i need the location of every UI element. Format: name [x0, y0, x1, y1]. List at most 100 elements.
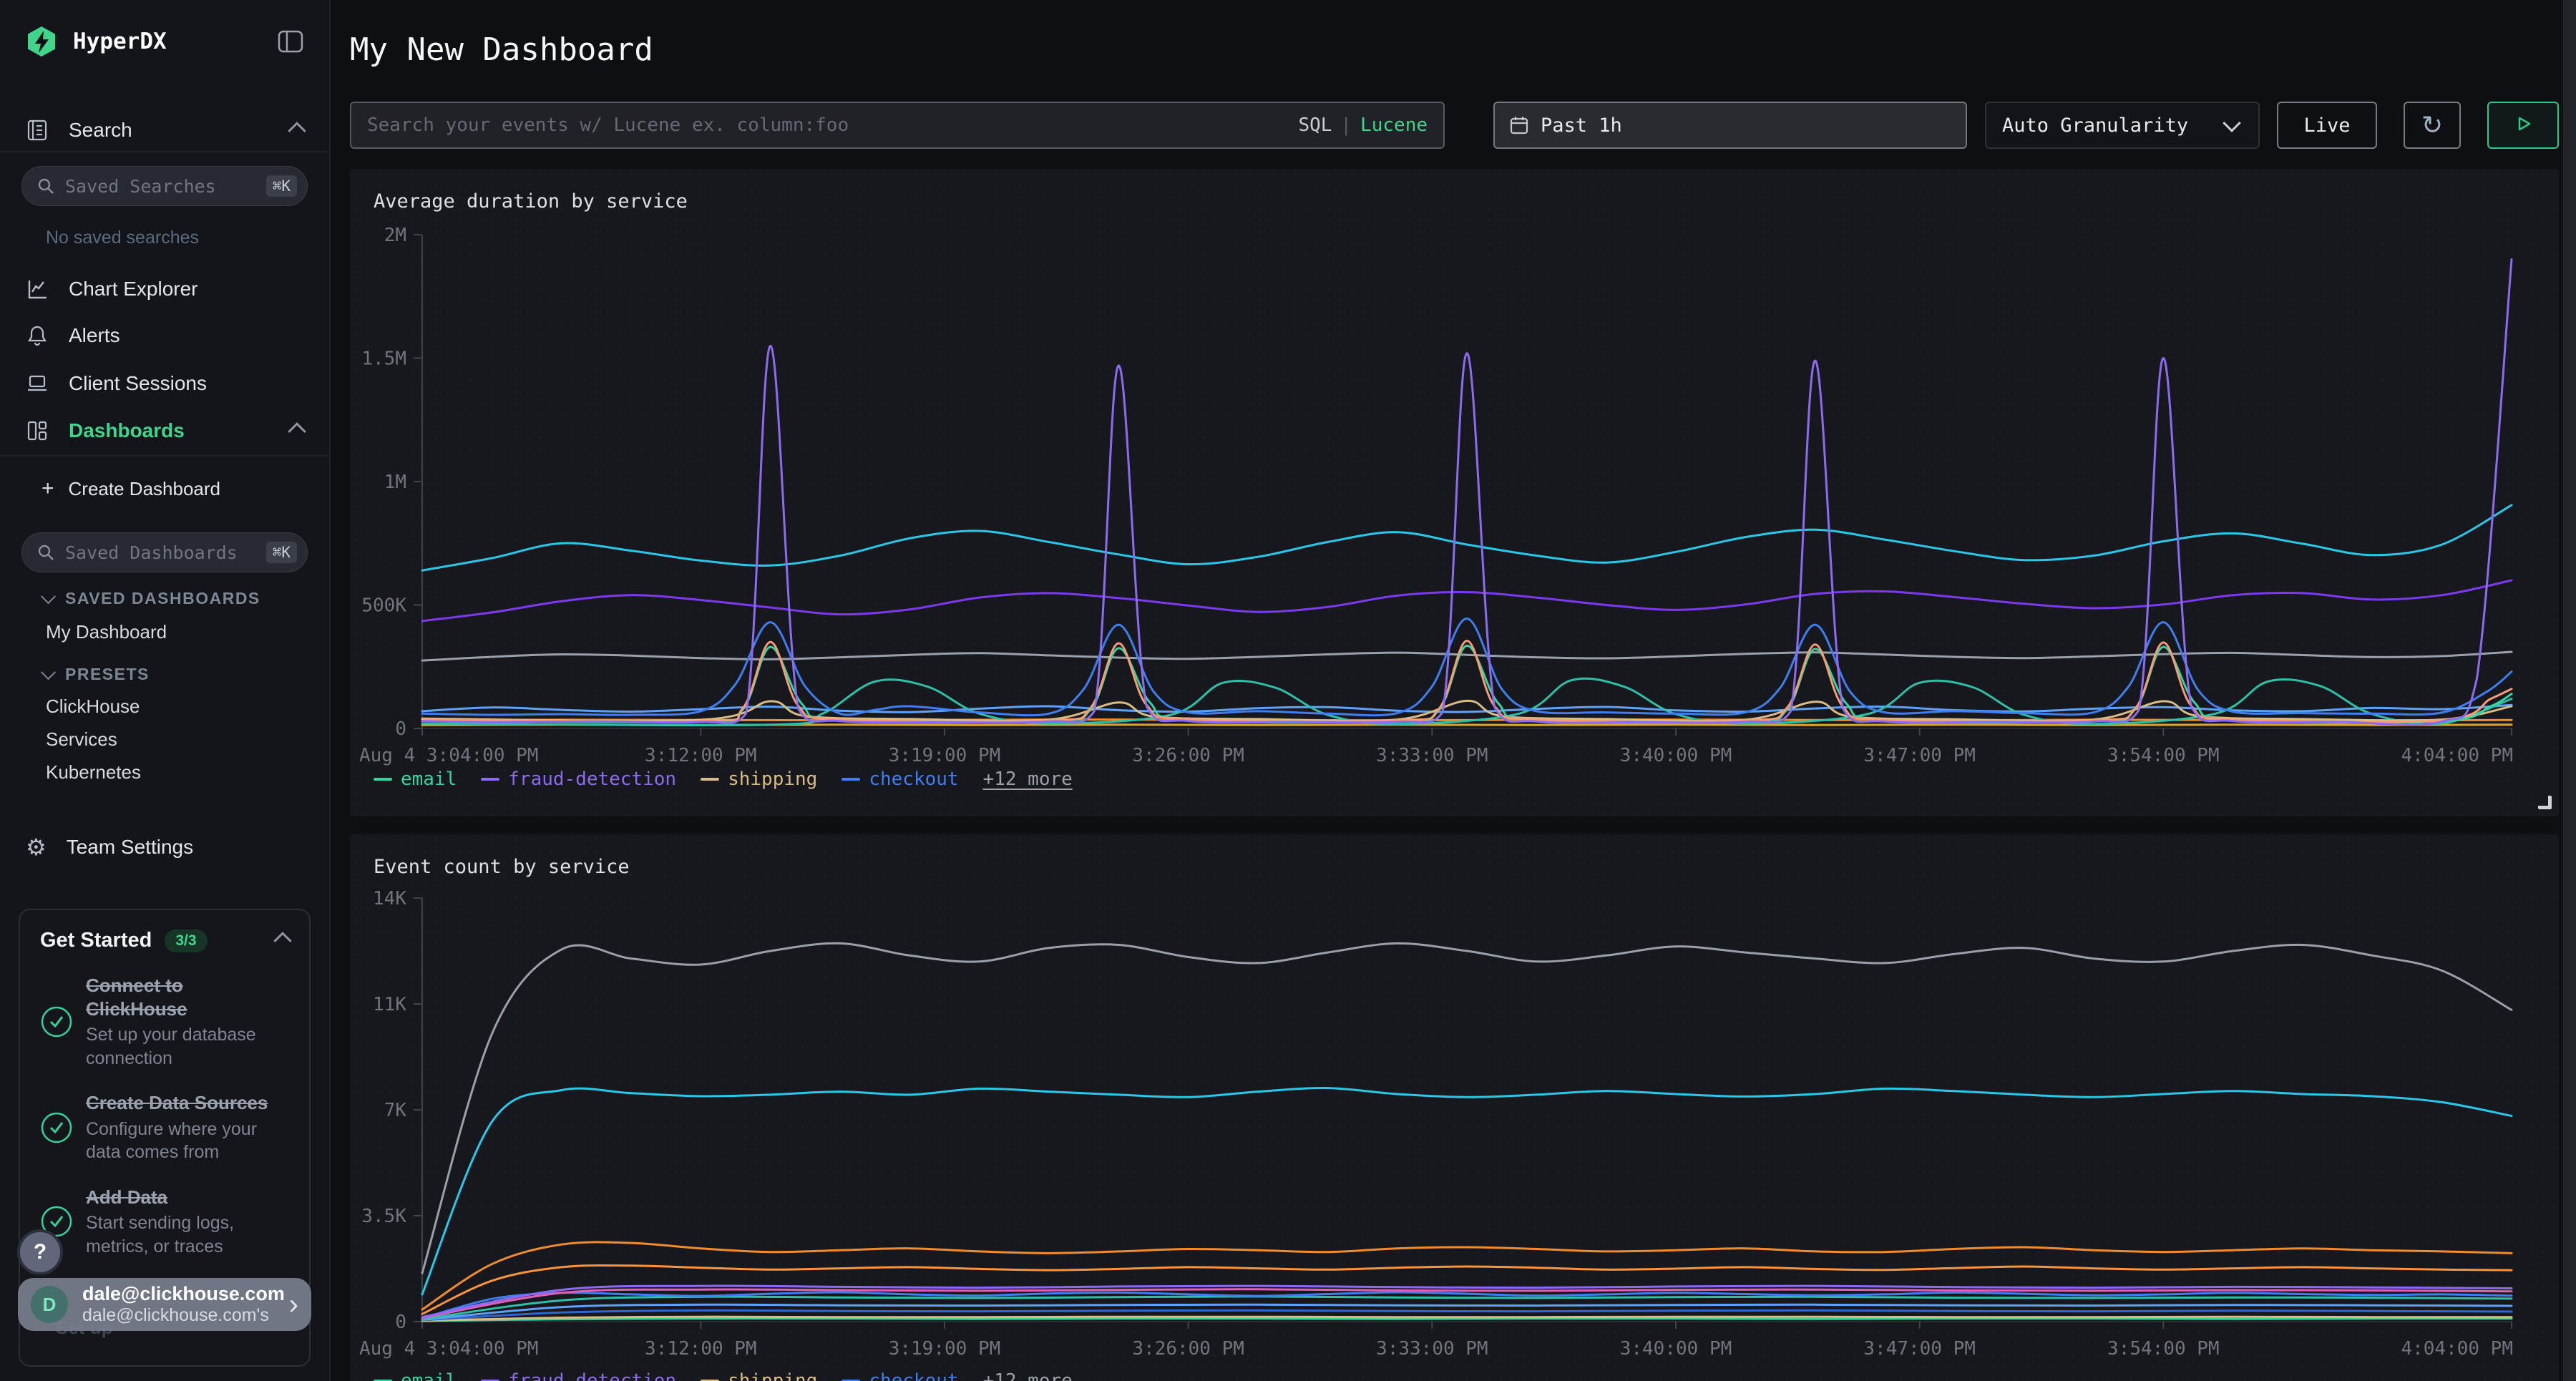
svg-text:11K: 11K: [373, 994, 406, 1015]
plus-icon: +: [42, 477, 54, 500]
sidebar-item-label: Client Sessions: [69, 372, 207, 394]
live-button[interactable]: Live: [2277, 102, 2377, 149]
sidebar-collapse-icon[interactable]: [278, 30, 303, 53]
legend-item-email[interactable]: email: [374, 768, 457, 790]
sidebar-item-dashboards[interactable]: Dashboards: [0, 411, 329, 451]
chart-legend: email fraud-detection shipping checkout +12 …: [374, 1370, 1073, 1381]
checklist-item[interactable]: Create Data Sources Configure where your…: [40, 1091, 289, 1164]
panel-resize-handle[interactable]: [2538, 796, 2552, 809]
sidebar-item-client-sessions[interactable]: Client Sessions: [0, 363, 329, 404]
chevron-up-icon[interactable]: [273, 932, 292, 950]
chart-svg[interactable]: 14K 11K 7K 3.5K 0 Aug 4 3:04:00 PM 3:12:00 PM 3…: [350, 834, 2559, 1381]
svg-text:2M: 2M: [384, 225, 406, 246]
saved-dashboards-input[interactable]: Saved Dashboards ⌘K: [21, 532, 308, 572]
saved-searches-input[interactable]: Saved Searches ⌘K: [21, 166, 308, 206]
legend-more-link[interactable]: +12 more: [982, 1370, 1073, 1381]
sidebar-item-services[interactable]: Services: [46, 728, 117, 750]
sql-toggle[interactable]: SQL: [1298, 114, 1332, 136]
legend-item-fraud-detection[interactable]: fraud-detection: [481, 768, 676, 790]
sidebar-item-my-dashboard[interactable]: My Dashboard: [46, 620, 167, 643]
svg-text:3:40:00 PM: 3:40:00 PM: [1620, 745, 1732, 766]
legend-swatch: [701, 778, 720, 781]
legend-item-checkout[interactable]: checkout: [841, 768, 959, 790]
checklist-item[interactable]: Connect to ClickHouse Set up your databa…: [40, 974, 289, 1070]
play-icon: [2512, 112, 2534, 139]
svg-text:3:54:00 PM: 3:54:00 PM: [2107, 745, 2220, 766]
run-query-button[interactable]: [2487, 102, 2559, 149]
saved-dashboards-section-header[interactable]: SAVED DASHBOARDS: [0, 584, 329, 613]
series-line-fraud-detection: [421, 258, 2513, 726]
series-line-service-gray: [421, 650, 2513, 662]
chart-title: Average duration by service: [374, 190, 688, 213]
main-content: My New Dashboard Search your events w/ L…: [331, 0, 2576, 1381]
divider: [0, 455, 328, 457]
legend-item-shipping[interactable]: shipping: [701, 768, 817, 790]
series-line-service-cyan: [421, 1087, 2513, 1296]
search-placeholder: Search your events w/ Lucene ex. column:…: [367, 114, 849, 136]
avatar: D: [31, 1286, 68, 1323]
svg-text:4:04:00 PM: 4:04:00 PM: [2401, 745, 2513, 766]
user-subtitle: dale@clickhouse.com's: [82, 1305, 269, 1326]
checklist-item[interactable]: Add Data Start sending logs, metrics, or…: [40, 1186, 289, 1259]
series-line-service-lightblue: [421, 703, 2513, 713]
svg-text:3:47:00 PM: 3:47:00 PM: [1863, 745, 1976, 766]
sidebar-item-label: Dashboards: [69, 419, 185, 441]
legend-item-shipping[interactable]: shipping: [701, 1370, 817, 1381]
series-line-checkout: [421, 617, 2513, 717]
presets-section-header[interactable]: PRESETS: [0, 660, 329, 688]
chart-panel-event-count: Event count by service 14K 11K 7K 3.5K 0 Aug …: [350, 834, 2559, 1381]
bell-icon: [26, 324, 49, 347]
svg-text:Aug 4 3:04:00 PM: Aug 4 3:04:00 PM: [359, 1338, 538, 1360]
legend-more-link[interactable]: +12 more: [982, 768, 1073, 790]
sidebar-item-kubernetes[interactable]: Kubernetes: [46, 761, 141, 783]
legend-swatch: [841, 1380, 861, 1381]
time-range-picker[interactable]: Past 1h: [1493, 102, 1967, 149]
create-dashboard-button[interactable]: + Create Dashboard: [0, 471, 329, 507]
get-started-badge: 3/3: [165, 929, 208, 952]
legend-item-checkout[interactable]: checkout: [841, 1370, 959, 1381]
sidebar-item-chart-explorer[interactable]: Chart Explorer: [0, 269, 329, 309]
svg-text:3:19:00 PM: 3:19:00 PM: [889, 1338, 1001, 1360]
help-button[interactable]: ?: [17, 1229, 63, 1275]
legend-label: email: [401, 768, 457, 790]
chevron-down-icon: [40, 588, 57, 608]
series-line-service-lightblue: [421, 1303, 2513, 1321]
refresh-button[interactable]: ↻: [2404, 102, 2461, 149]
section-header-label: PRESETS: [65, 664, 150, 683]
series-line-service-purple: [421, 579, 2513, 623]
svg-text:3:26:00 PM: 3:26:00 PM: [1132, 1338, 1244, 1360]
series-line-service-teal: [421, 677, 2513, 727]
vertical-scrollbar[interactable]: [2563, 0, 2576, 1381]
svg-text:3:33:00 PM: 3:33:00 PM: [1376, 1338, 1488, 1360]
sidebar-item-team-settings[interactable]: ⚙ Team Settings: [0, 827, 329, 867]
user-menu[interactable]: D dale@clickhouse.com dale@clickhouse.co…: [18, 1278, 311, 1331]
series-line-service-blue2: [421, 1309, 2513, 1322]
laptop-icon: [26, 372, 49, 395]
svg-text:3:19:00 PM: 3:19:00 PM: [889, 745, 1001, 766]
chevron-up-icon: [288, 121, 306, 140]
time-range-value: Past 1h: [1541, 114, 1622, 137]
saved-searches-placeholder: Saved Searches: [65, 175, 216, 197]
legend-swatch: [374, 778, 392, 781]
sidebar-item-alerts[interactable]: Alerts: [0, 316, 329, 356]
legend-item-email[interactable]: email: [374, 1370, 457, 1381]
event-search-input[interactable]: Search your events w/ Lucene ex. column:…: [350, 102, 1445, 149]
svg-text:1.5M: 1.5M: [361, 348, 406, 370]
series-line-service-green: [421, 1317, 2513, 1322]
lucene-toggle[interactable]: Lucene: [1360, 114, 1428, 136]
legend-item-fraud-detection[interactable]: fraud-detection: [481, 1370, 676, 1381]
svg-text:3:54:00 PM: 3:54:00 PM: [2107, 1338, 2220, 1360]
shortcut-badge: ⌘K: [265, 175, 297, 197]
line-chart-event-count[interactable]: 14K 11K 7K 3.5K 0 Aug 4 3:04:00 PM 3:12:00 PM 3…: [350, 834, 2559, 1381]
divider: [0, 151, 328, 152]
svg-text:3:12:00 PM: 3:12:00 PM: [645, 745, 757, 766]
legend-label: shipping: [728, 1370, 818, 1381]
chart-svg[interactable]: 2M 1.5M 1M 500K 0 Aug 4 3:04:00 PM 3:12:00 PM 3…: [350, 169, 2559, 816]
brand-name: HyperDX: [73, 29, 167, 54]
granularity-select[interactable]: Auto Granularity: [1985, 102, 2260, 149]
line-chart-avg-duration[interactable]: 2M 1.5M 1M 500K 0 Aug 4 3:04:00 PM 3:12:00 PM 3…: [350, 169, 2559, 816]
sidebar-item-clickhouse[interactable]: ClickHouse: [46, 695, 140, 717]
sidebar-item-search[interactable]: Search: [0, 112, 329, 149]
series-line-fraud-detection: [421, 1284, 2513, 1319]
